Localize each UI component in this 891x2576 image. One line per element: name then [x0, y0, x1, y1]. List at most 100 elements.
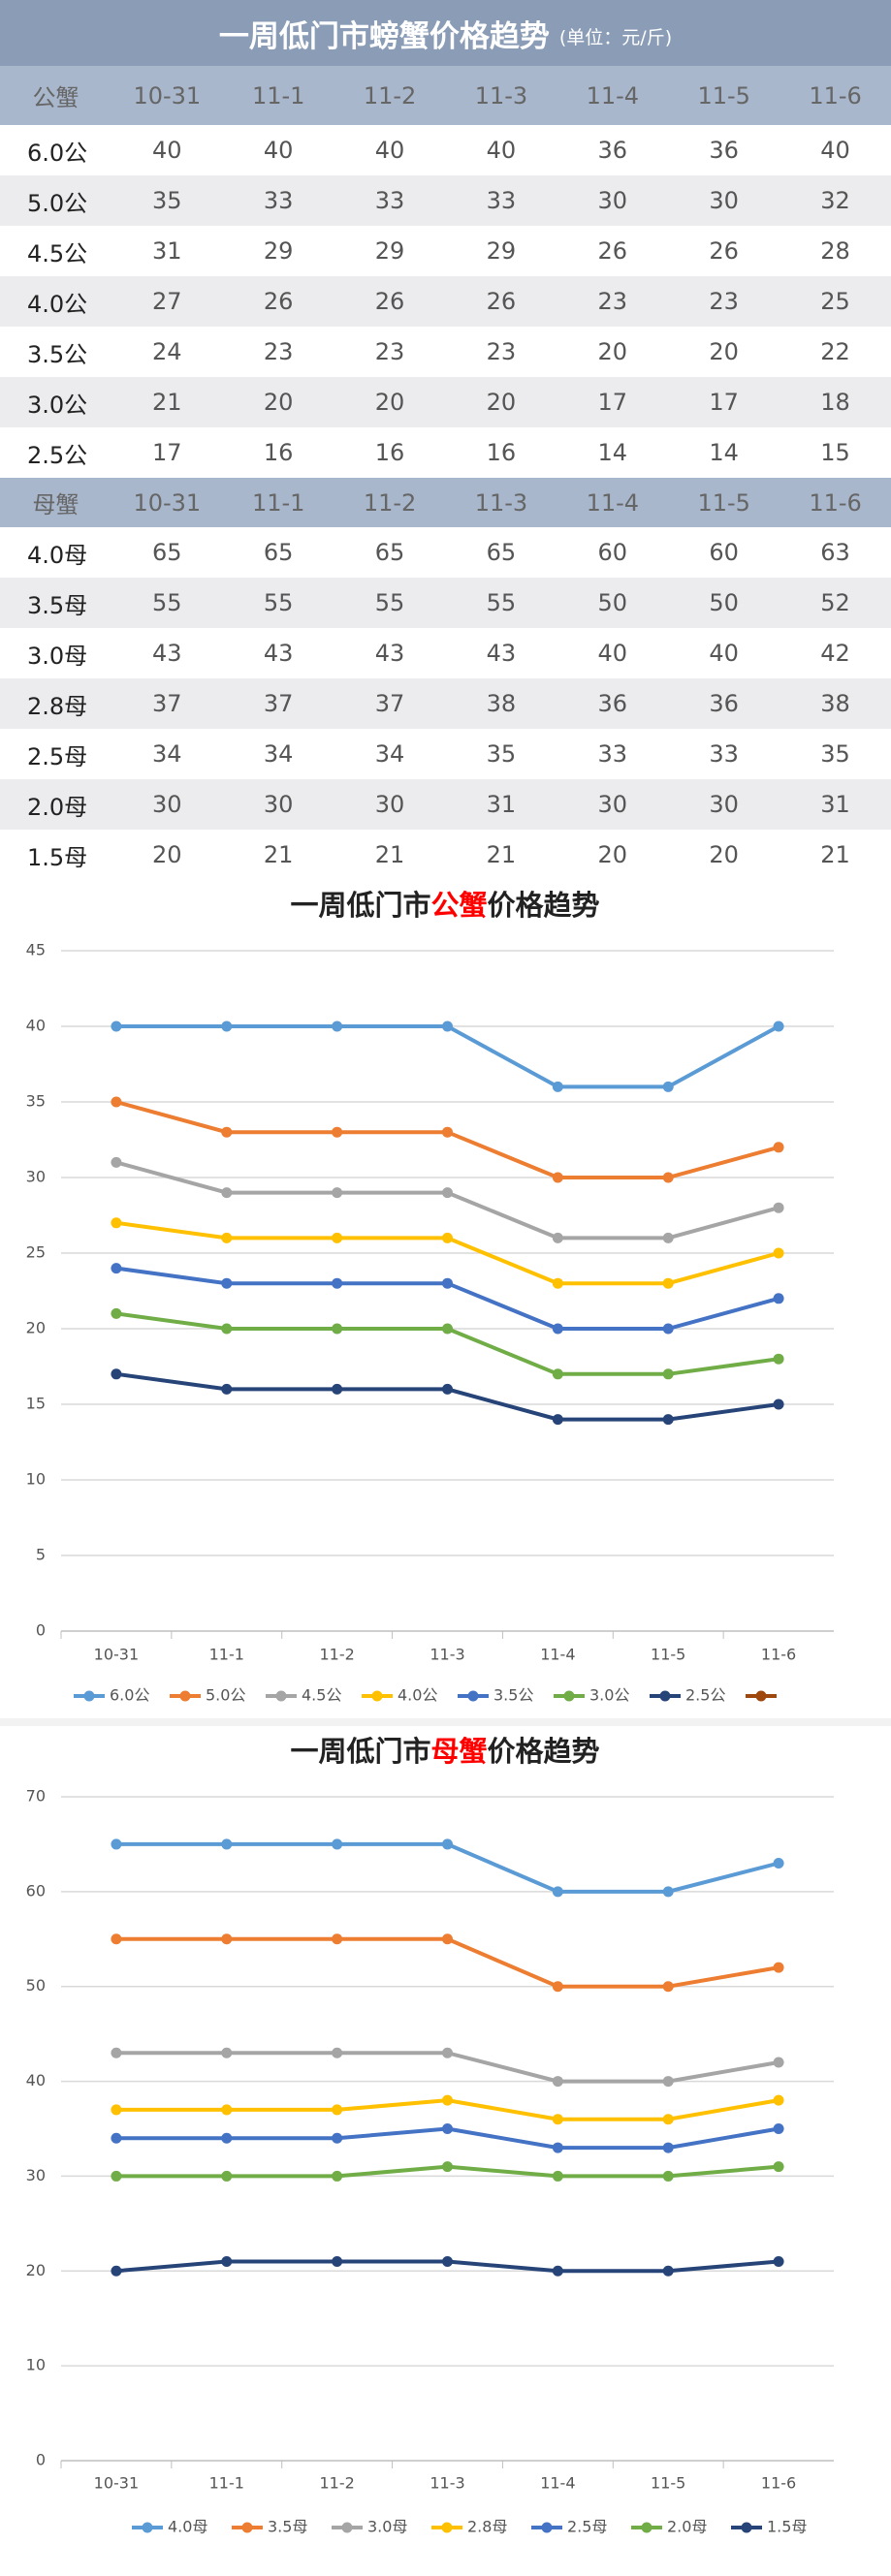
cell: 23	[445, 327, 557, 377]
title-part: 价格趋势	[488, 889, 600, 922]
point	[111, 1307, 122, 1319]
cell: 65	[334, 527, 446, 578]
header-cell: 10-31	[111, 478, 223, 527]
cell: 36	[668, 678, 780, 729]
cell: 26	[557, 226, 669, 276]
legend-marker	[641, 2522, 652, 2533]
cell: 65	[111, 527, 223, 578]
row: 3.0公 21 20 20 20 17 17 18	[0, 377, 891, 427]
cell: 43	[111, 628, 223, 678]
point	[442, 1933, 453, 1945]
cell: 43	[334, 628, 446, 678]
cell: 15	[780, 427, 891, 478]
y-tick-label: 40	[26, 2071, 46, 2089]
cell: 40	[334, 125, 446, 175]
point	[773, 1142, 784, 1153]
point	[773, 2256, 784, 2267]
point	[442, 2047, 453, 2058]
cell: 42	[780, 628, 891, 678]
point	[662, 1981, 674, 1993]
point	[552, 1886, 563, 1898]
cell: 26	[334, 276, 446, 327]
legend-label: 6.0公	[110, 1686, 149, 1705]
point	[221, 2104, 233, 2116]
row: 2.0母 30 30 30 31 30 30 31	[0, 779, 891, 830]
cell: 33	[334, 175, 446, 226]
x-tick-label: 11-3	[430, 1646, 464, 1664]
y-tick-label: 0	[36, 1621, 46, 1640]
point	[221, 2170, 233, 2182]
cell: 55	[334, 578, 446, 628]
header-cell: 母蟹	[0, 478, 111, 527]
row-label: 2.0母	[0, 779, 111, 830]
point	[332, 2104, 343, 2116]
cell: 30	[668, 175, 780, 226]
header-cell: 11-4	[557, 478, 669, 527]
y-tick-label: 15	[26, 1395, 46, 1413]
y-tick-label: 50	[26, 1976, 46, 1995]
legend-marker	[467, 1690, 479, 1702]
cell: 37	[111, 678, 223, 729]
legend-marker	[659, 1690, 671, 1702]
point	[773, 1247, 784, 1259]
price-table: 公蟹 10-31 11-1 11-2 11-3 11-4 11-5 11-6 6.0公 40 40 4…	[0, 66, 891, 880]
cell: 23	[222, 327, 334, 377]
cell: 29	[334, 226, 446, 276]
legend-marker	[142, 2522, 153, 2533]
point	[442, 1232, 453, 1243]
y-tick-label: 25	[26, 1243, 46, 1262]
row: 6.0公 40 40 40 40 36 36 40	[0, 125, 891, 175]
legend-label: 3.0公	[589, 1686, 629, 1705]
header-cell: 11-5	[668, 478, 780, 527]
cell: 55	[111, 578, 223, 628]
cell: 29	[222, 226, 334, 276]
point	[332, 1126, 343, 1138]
point	[332, 1277, 343, 1289]
title-part: 一周低门市	[290, 889, 430, 922]
title-bar: 一周低门市螃蟹价格趋势 (单位：元/斤)	[0, 0, 891, 66]
series-line	[115, 1024, 780, 1089]
row: 4.0母 65 65 65 65 60 60 63	[0, 527, 891, 578]
point	[662, 1232, 674, 1243]
point	[773, 1962, 784, 1973]
cell: 21	[111, 377, 223, 427]
series-line	[115, 1936, 780, 1989]
legend-label: 1.5母	[767, 2518, 807, 2536]
point	[773, 1353, 784, 1365]
y-tick-label: 0	[36, 2451, 46, 2469]
chart-title: 一周低门市母蟹价格趋势	[290, 1735, 599, 1768]
cell: 55	[445, 578, 557, 628]
row-label: 4.0公	[0, 276, 111, 327]
point	[442, 1187, 453, 1199]
cell: 20	[668, 327, 780, 377]
point	[332, 1838, 343, 1850]
cell: 60	[557, 527, 669, 578]
cell: 37	[334, 678, 446, 729]
legend-marker	[179, 1690, 191, 1702]
unit: (单位：元/斤)	[558, 26, 673, 48]
point	[662, 1368, 674, 1380]
point	[332, 2170, 343, 2182]
cell: 22	[780, 327, 891, 377]
cell: 34	[334, 729, 446, 779]
cell: 20	[222, 377, 334, 427]
cell: 23	[668, 276, 780, 327]
point	[662, 1323, 674, 1335]
x-tick-label: 11-6	[761, 1646, 796, 1664]
row: 5.0公 35 33 33 33 30 30 32	[0, 175, 891, 226]
cell: 40	[222, 125, 334, 175]
title-part: 一周低门市	[290, 1735, 430, 1768]
row: 3.5母 55 55 55 55 50 50 52	[0, 578, 891, 628]
point	[332, 1323, 343, 1335]
cell: 21	[445, 830, 557, 880]
y-tick-label: 10	[26, 1470, 46, 1489]
y-tick-label: 30	[26, 2166, 46, 2184]
legend-label: 4.5公	[302, 1686, 341, 1705]
point	[552, 2142, 563, 2153]
point	[332, 2047, 343, 2058]
legend-marker	[563, 1690, 575, 1702]
point	[221, 2047, 233, 2058]
point	[552, 1368, 563, 1380]
cell: 17	[557, 377, 669, 427]
point	[773, 2161, 784, 2173]
